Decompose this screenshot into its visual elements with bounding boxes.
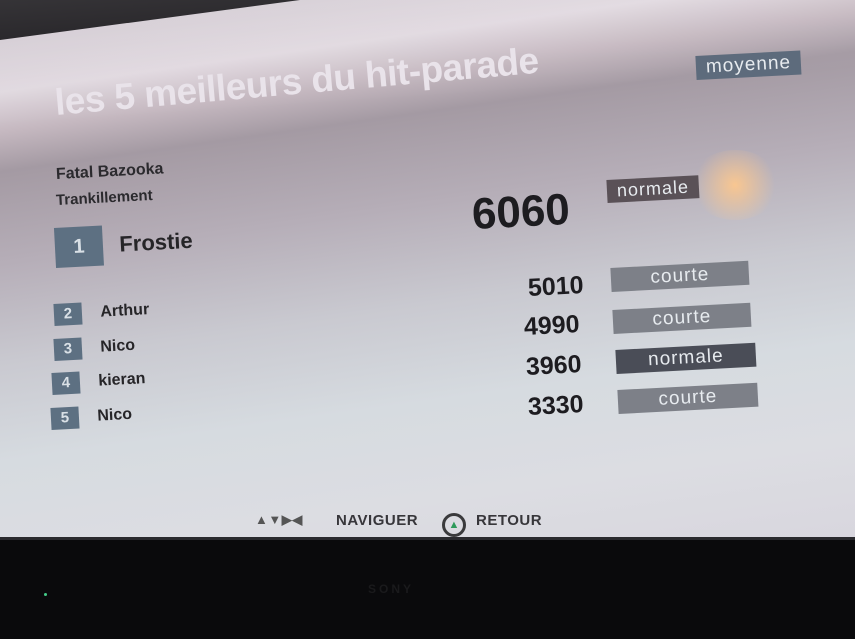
score-row-4: 4 kieran bbox=[51, 368, 146, 395]
dpad-arrows-icon: ▲▼▶◀ bbox=[255, 512, 303, 527]
song-artist: Fatal Bazooka bbox=[55, 160, 164, 183]
player-name: Nico bbox=[99, 336, 136, 356]
player-score: 3960 bbox=[525, 350, 583, 381]
song-length-badge: courte bbox=[610, 260, 750, 292]
song-length-badge: normale bbox=[615, 342, 757, 374]
score-row-3: 3 Nico bbox=[53, 335, 135, 361]
player-score: 5010 bbox=[527, 271, 585, 302]
player-name: Nico bbox=[96, 405, 133, 425]
score-row-5: 5 Nico bbox=[50, 404, 132, 430]
song-length-badge: courte bbox=[612, 302, 752, 334]
tv-brand-logo: SONY bbox=[368, 582, 415, 596]
rank-badge: 3 bbox=[53, 337, 83, 361]
player-score: 4990 bbox=[523, 310, 581, 341]
score-row-1: 1 Frostie bbox=[53, 221, 194, 268]
player-name: kieran bbox=[97, 370, 146, 390]
song-length-badge: normale bbox=[606, 175, 700, 203]
player-name: Arthur bbox=[99, 301, 150, 321]
rank-badge: 5 bbox=[50, 406, 80, 430]
rank-badge: 2 bbox=[53, 302, 83, 326]
rank-badge: 4 bbox=[51, 371, 81, 395]
player-score: 3330 bbox=[527, 390, 585, 421]
song-title: Trankillement bbox=[55, 186, 154, 209]
triangle-button-icon: ▲ bbox=[442, 513, 466, 537]
navigate-hint[interactable]: NAVIGUER bbox=[336, 512, 419, 529]
player-name: Frostie bbox=[118, 227, 194, 257]
back-button[interactable]: RETOUR bbox=[476, 512, 543, 529]
player-score: 6060 bbox=[470, 184, 572, 239]
rank-badge: 1 bbox=[53, 225, 104, 268]
difficulty-badge: moyenne bbox=[695, 50, 802, 80]
light-glare bbox=[690, 150, 780, 220]
score-row-2: 2 Arthur bbox=[53, 299, 150, 326]
bezel-corner bbox=[0, 0, 300, 40]
power-led bbox=[44, 593, 47, 596]
game-screen: les 5 meilleurs du hit-parade moyenne Fa… bbox=[0, 0, 855, 540]
song-length-badge: courte bbox=[617, 382, 759, 414]
tv-bezel-edge bbox=[0, 537, 855, 540]
